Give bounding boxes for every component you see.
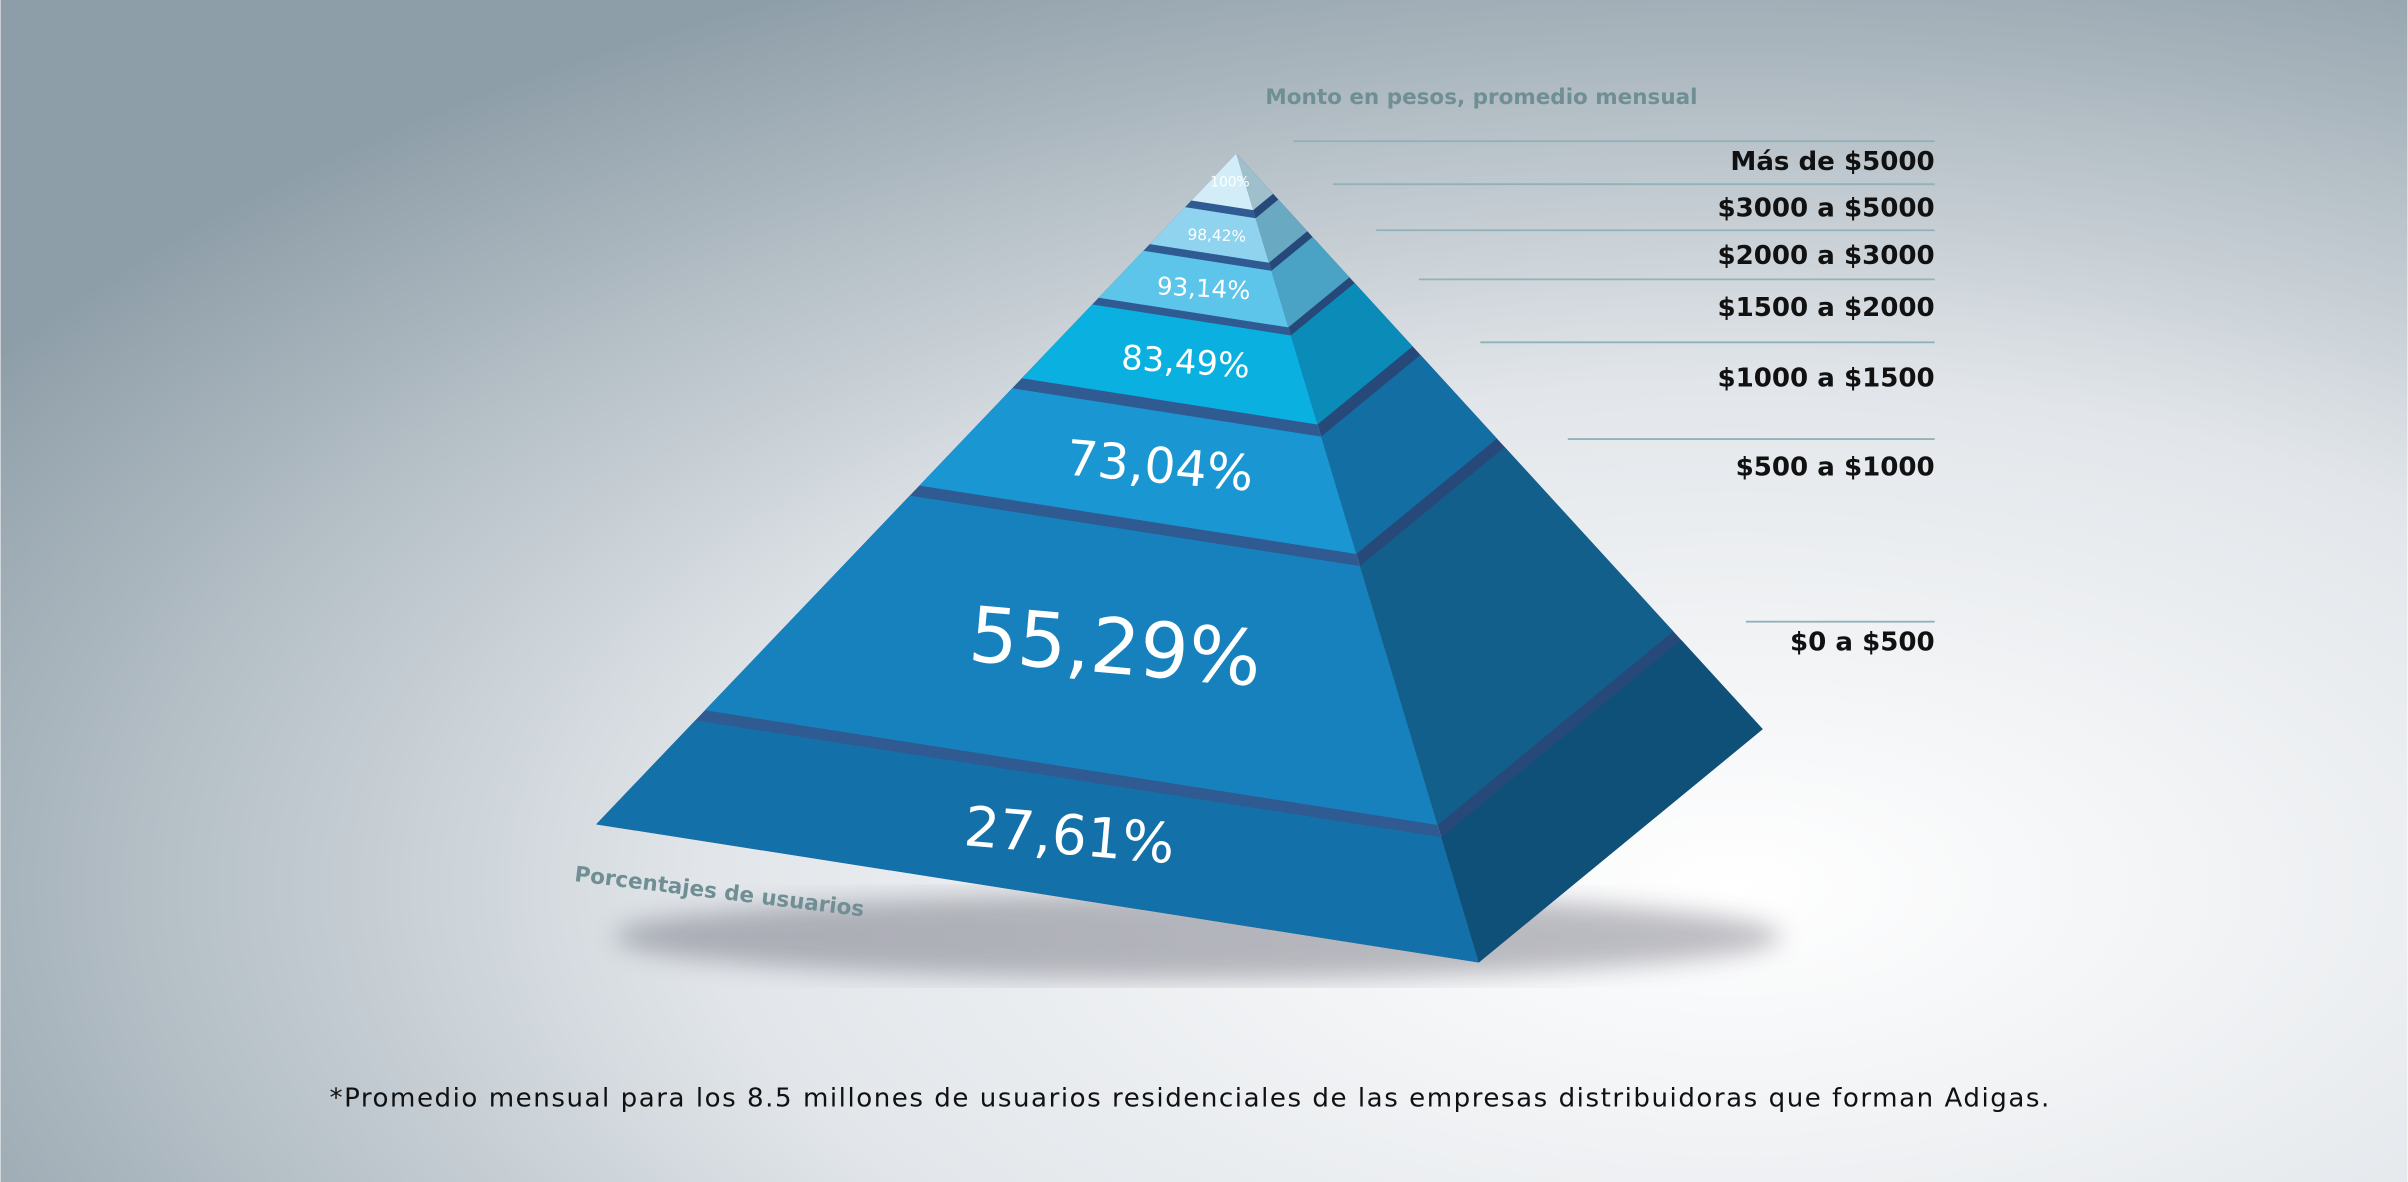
level-range: $500 a $1000 [1736,453,1935,483]
level-front [1149,207,1269,263]
level-range: $2000 a $3000 [1717,241,1934,271]
level-side [1290,283,1413,425]
level-range: $3000 a $5000 [1717,193,1934,223]
level-front [596,720,1479,963]
pyramid: 100%98,42%93,14%83,49%73,04%55,29%27,61% [596,153,1763,963]
level-side [1236,153,1274,211]
level-side [1255,199,1308,263]
level-percent: 83,49% [1120,338,1251,386]
level-range: $0 a $500 [1790,628,1935,658]
level-front [1098,250,1289,328]
axis-title: Monto en pesos, promedio mensual [1265,85,1697,110]
level-front [1021,304,1318,425]
level-percent: 98,42% [1187,226,1246,246]
ranges: Más de $5000 $3000 a $5000 $2000 a $3000 $1… [1293,140,1935,658]
level-front [704,495,1438,825]
level-percent: 93,14% [1156,271,1251,305]
level-side [1271,236,1350,328]
level-percent: 100% [1210,174,1249,190]
level-side [1441,639,1763,963]
footnote: *Promedio mensual para los 8.5 millones … [330,1084,2051,1114]
level-front [1191,153,1254,211]
level-side [1321,354,1497,554]
level-side [1359,447,1674,825]
level-front [919,388,1357,554]
level-range: $1500 a $2000 [1717,293,1934,323]
level-range: $1000 a $1500 [1717,364,1934,394]
level-range: Más de $5000 [1730,147,1934,177]
